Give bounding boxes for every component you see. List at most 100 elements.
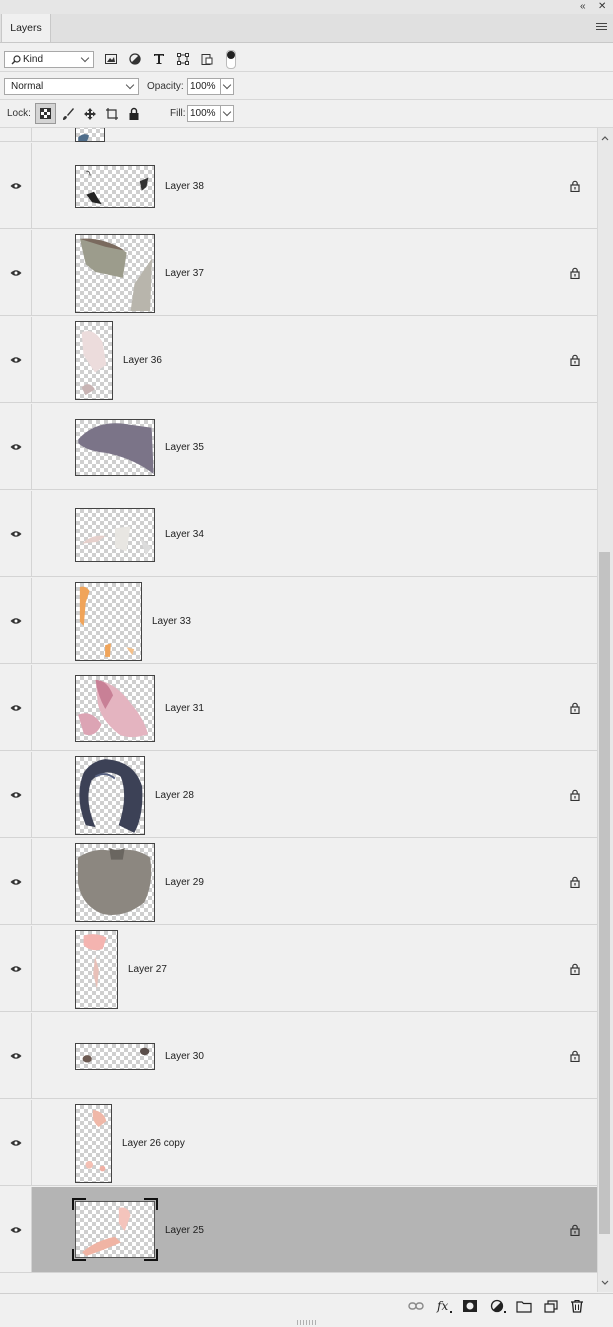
lock-icon [570, 1050, 580, 1062]
lock-all-icon[interactable] [127, 107, 141, 121]
new-group-icon[interactable] [516, 1299, 532, 1313]
search-icon [11, 55, 21, 65]
layer-name[interactable]: Layer 37 [165, 268, 204, 279]
layer-name[interactable]: Layer 35 [165, 442, 204, 453]
smart-object-filter-icon[interactable] [200, 52, 214, 66]
layer-row[interactable]: Layer 37 [0, 230, 597, 316]
opacity-input[interactable]: 100% [187, 78, 221, 95]
scroll-down-arrow-icon[interactable] [600, 1278, 610, 1288]
layer-row[interactable]: Layer 31 [0, 665, 597, 751]
kind-filter-select[interactable]: Kind [4, 51, 94, 68]
layer-thumbnail [75, 1043, 155, 1070]
layer-name[interactable]: Layer 29 [165, 877, 204, 888]
svg-text:fx: fx [436, 1299, 448, 1313]
adjustment-layer-icon[interactable] [490, 1299, 506, 1313]
move-lock-icon[interactable] [83, 107, 97, 121]
layer-name[interactable]: Layer 31 [165, 703, 204, 714]
scrollbar-thumb[interactable] [599, 552, 610, 1234]
close-icon[interactable]: ✕ [598, 1, 607, 12]
fill-input[interactable]: 100% [187, 105, 221, 122]
hamburger-menu-icon[interactable] [596, 23, 607, 32]
layer-name[interactable]: Layer 34 [165, 529, 204, 540]
layer-row[interactable]: Layer 36 [0, 317, 597, 403]
visibility-column [0, 404, 32, 489]
layer-row[interactable]: Layer 30 [0, 1013, 597, 1099]
visibility-column [0, 491, 32, 576]
layer-mask-icon[interactable] [462, 1299, 478, 1313]
eye-icon[interactable] [10, 1139, 22, 1147]
visibility-column [0, 578, 32, 663]
lock-transparent-pixels-button[interactable] [35, 103, 56, 124]
adjustment-filter-icon[interactable] [128, 52, 142, 66]
layer-row[interactable]: Layer 28 [0, 752, 597, 838]
layer-name[interactable]: Layer 25 [165, 1225, 204, 1236]
kind-filter-label: Kind [23, 54, 44, 65]
fill-value: 100% [190, 108, 216, 119]
fill-dropdown-button[interactable] [220, 105, 234, 122]
opacity-dropdown-button[interactable] [220, 78, 234, 95]
layers-list[interactable]: Layer 38 Layer 37 Layer 36 Layer 35 [0, 128, 597, 1292]
layer-row[interactable]: Layer 33 [0, 578, 597, 664]
lock-icon [570, 963, 580, 975]
visibility-column [0, 839, 32, 924]
shape-filter-icon[interactable] [176, 52, 190, 66]
delete-layer-icon[interactable] [569, 1299, 585, 1313]
eye-icon[interactable] [10, 530, 22, 538]
layer-thumbnail [75, 675, 155, 742]
layer-name[interactable]: Layer 30 [165, 1051, 204, 1062]
brush-lock-icon[interactable] [61, 107, 75, 121]
layer-thumbnail [75, 1201, 155, 1258]
layer-row-selected[interactable]: Layer 25 [0, 1187, 597, 1273]
layer-name[interactable]: Layer 38 [165, 181, 204, 192]
fx-icon[interactable]: fx [436, 1299, 452, 1313]
tab-layers[interactable]: Layers [1, 14, 51, 42]
eye-icon[interactable] [10, 1226, 22, 1234]
artboard-lock-icon[interactable] [105, 107, 119, 121]
type-filter-icon[interactable] [152, 52, 166, 66]
layer-row-partial[interactable] [0, 128, 597, 142]
layer-name[interactable]: Layer 27 [128, 964, 167, 975]
eye-icon[interactable] [10, 182, 22, 190]
layer-row[interactable]: Layer 34 [0, 491, 597, 577]
link-layers-icon[interactable] [408, 1299, 424, 1313]
eye-icon[interactable] [10, 965, 22, 973]
panel-tab-bar: Layers [0, 14, 613, 43]
lock-label: Lock: [7, 108, 31, 119]
visibility-column [0, 665, 32, 750]
resize-grip[interactable] [297, 1320, 317, 1325]
scroll-up-arrow-icon[interactable] [600, 133, 610, 143]
image-filter-icon[interactable] [104, 52, 118, 66]
eye-icon[interactable] [10, 617, 22, 625]
layer-row[interactable]: Layer 26 copy [0, 1100, 597, 1186]
new-layer-icon[interactable] [543, 1299, 559, 1313]
layer-thumbnail [75, 419, 155, 476]
eye-icon[interactable] [10, 878, 22, 886]
layer-name[interactable]: Layer 26 copy [122, 1138, 185, 1149]
layer-name[interactable]: Layer 33 [152, 616, 191, 627]
eye-icon[interactable] [10, 269, 22, 277]
layer-row[interactable]: Layer 35 [0, 404, 597, 490]
visibility-column [0, 128, 32, 141]
blend-mode-select[interactable]: Normal [4, 78, 139, 95]
double-chevron-left-icon[interactable]: « [580, 1, 586, 12]
layer-row[interactable]: Layer 27 [0, 926, 597, 1012]
filter-toggle-switch[interactable] [226, 50, 236, 69]
eye-icon[interactable] [10, 704, 22, 712]
tab-layers-label: Layers [10, 22, 42, 34]
visibility-column [0, 1013, 32, 1098]
layer-name[interactable]: Layer 36 [123, 355, 162, 366]
fill-label: Fill: [170, 108, 186, 119]
layer-thumbnail [75, 128, 105, 142]
visibility-column [0, 1100, 32, 1185]
eye-icon[interactable] [10, 791, 22, 799]
layer-name[interactable]: Layer 28 [155, 790, 194, 801]
lock-icon [570, 702, 580, 714]
eye-icon[interactable] [10, 443, 22, 451]
panel-top-strip: « ✕ [0, 0, 613, 15]
lock-icon [570, 180, 580, 192]
layer-row[interactable]: Layer 29 [0, 839, 597, 925]
layer-row[interactable]: Layer 38 [0, 143, 597, 229]
eye-icon[interactable] [10, 1052, 22, 1060]
eye-icon[interactable] [10, 356, 22, 364]
blend-row: Normal Opacity: 100% [0, 72, 613, 100]
